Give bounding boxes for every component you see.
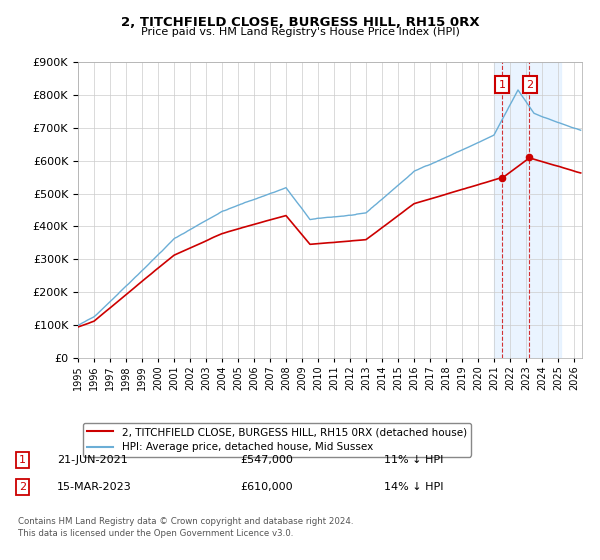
- Text: 1: 1: [19, 455, 26, 465]
- Text: Contains HM Land Registry data © Crown copyright and database right 2024.: Contains HM Land Registry data © Crown c…: [18, 517, 353, 526]
- Point: [524, 153, 534, 162]
- Text: 11% ↓ HPI: 11% ↓ HPI: [384, 455, 443, 465]
- Text: 21-JUN-2021: 21-JUN-2021: [57, 455, 128, 465]
- Text: 2: 2: [527, 80, 534, 90]
- Legend: 2, TITCHFIELD CLOSE, BURGESS HILL, RH15 0RX (detached house), HPI: Average price: 2, TITCHFIELD CLOSE, BURGESS HILL, RH15 …: [83, 423, 471, 456]
- Text: £547,000: £547,000: [240, 455, 293, 465]
- Text: 2, TITCHFIELD CLOSE, BURGESS HILL, RH15 0RX: 2, TITCHFIELD CLOSE, BURGESS HILL, RH15 …: [121, 16, 479, 29]
- Bar: [494, 62, 561, 358]
- Text: 14% ↓ HPI: 14% ↓ HPI: [384, 482, 443, 492]
- Text: 15-MAR-2023: 15-MAR-2023: [57, 482, 132, 492]
- Text: This data is licensed under the Open Government Licence v3.0.: This data is licensed under the Open Gov…: [18, 529, 293, 538]
- Text: 2: 2: [19, 482, 26, 492]
- Text: £610,000: £610,000: [240, 482, 293, 492]
- Point: [497, 174, 506, 183]
- Text: 1: 1: [499, 80, 506, 90]
- Text: Price paid vs. HM Land Registry's House Price Index (HPI): Price paid vs. HM Land Registry's House …: [140, 27, 460, 37]
